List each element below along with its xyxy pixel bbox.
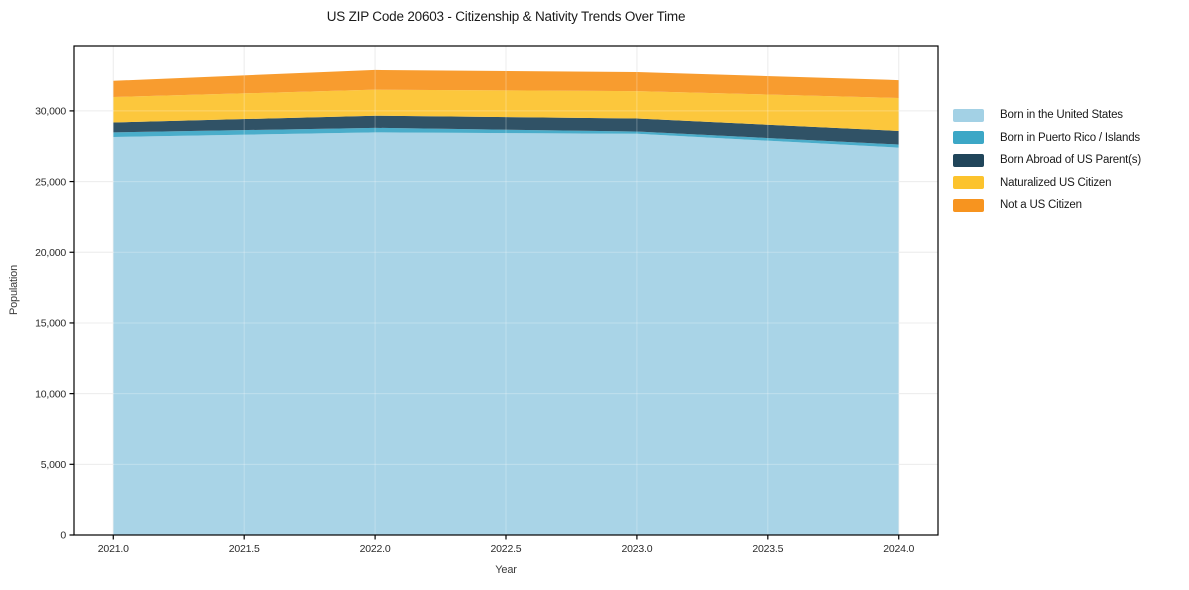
x-axis-label: Year bbox=[495, 564, 517, 576]
y-axis-ticks: 0 5,000 10,000 15,000 20,000 25,000 30,000 bbox=[35, 106, 74, 542]
y-tick-label: 10,000 bbox=[35, 388, 66, 400]
legend-item: Born Abroad of US Parent(s) bbox=[953, 149, 1141, 172]
y-tick-label: 15,000 bbox=[35, 318, 66, 330]
legend-item-label: Naturalized US Citizen bbox=[1000, 176, 1112, 189]
legend-item: Naturalized US Citizen bbox=[953, 172, 1141, 195]
legend: Born in the United States Born in Puerto … bbox=[953, 104, 1141, 217]
legend-item-label: Born in the United States bbox=[1000, 109, 1123, 122]
legend-item-label: Not a US Citizen bbox=[1000, 199, 1082, 212]
legend-swatch bbox=[953, 108, 984, 122]
y-tick-label: 30,000 bbox=[35, 106, 66, 118]
area-born-in-the-united-states bbox=[113, 132, 899, 536]
area-born-in-puerto-rico-islands bbox=[113, 127, 899, 148]
legend-item-label: Born in Puerto Rico / Islands bbox=[1000, 131, 1140, 144]
x-tick-label: 2023.0 bbox=[621, 543, 652, 555]
x-tick-label: 2023.5 bbox=[752, 543, 783, 555]
legend-item: Born in Puerto Rico / Islands bbox=[953, 127, 1141, 150]
legend-swatch bbox=[953, 198, 984, 212]
legend-item: Born in the United States bbox=[953, 104, 1141, 127]
area-born-abroad-of-us-parent-s bbox=[113, 115, 899, 145]
legend-swatch bbox=[953, 131, 984, 145]
area-naturalized-us-citizen bbox=[113, 89, 899, 131]
x-tick-label: 2021.0 bbox=[98, 543, 129, 555]
legend-swatch bbox=[953, 153, 984, 167]
y-tick-label: 5,000 bbox=[41, 459, 67, 471]
y-axis-label: Population bbox=[8, 265, 20, 315]
area-series-group bbox=[113, 69, 899, 536]
legend-item-label: Born Abroad of US Parent(s) bbox=[1000, 154, 1141, 167]
gridlines-overlay bbox=[74, 46, 938, 536]
y-tick-label: 20,000 bbox=[35, 247, 66, 259]
x-tick-label: 2024.0 bbox=[883, 543, 914, 555]
legend-swatch bbox=[953, 176, 984, 190]
y-tick-label: 0 bbox=[60, 530, 66, 542]
chart-title: US ZIP Code 20603 - Citizenship & Nativi… bbox=[326, 9, 686, 24]
legend-item: Not a US Citizen bbox=[953, 194, 1141, 217]
x-tick-label: 2022.0 bbox=[360, 543, 391, 555]
x-tick-label: 2022.5 bbox=[491, 543, 522, 555]
y-tick-label: 25,000 bbox=[35, 176, 66, 188]
x-tick-label: 2021.5 bbox=[229, 543, 260, 555]
x-axis-ticks: 2021.0 2021.5 2022.0 2022.5 2023.0 2023.5 2024… bbox=[98, 535, 915, 555]
area-not-a-us-citizen bbox=[113, 69, 899, 99]
